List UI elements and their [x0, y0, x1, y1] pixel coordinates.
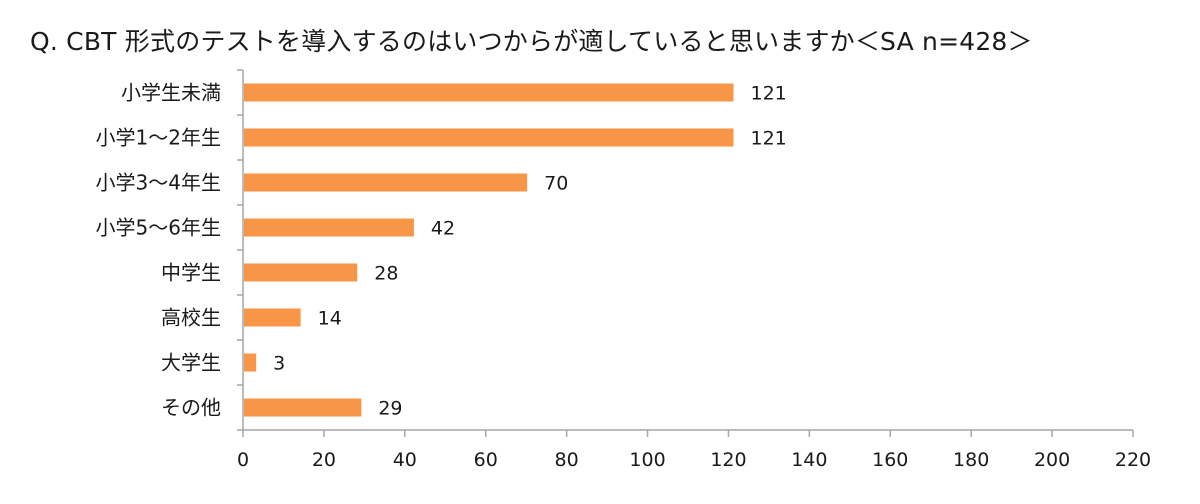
bar	[244, 173, 528, 192]
bar	[244, 308, 301, 327]
chart-title: Q. CBT 形式のテストを導入するのはいつからが適していると思いますか＜SA …	[30, 27, 1033, 56]
category-label: 小学生未満	[121, 81, 221, 105]
value-label: 28	[374, 263, 398, 285]
x-tick-label: 120	[710, 449, 746, 471]
bar	[244, 263, 358, 282]
x-tick-label: 40	[393, 449, 417, 471]
category-label: 小学3～4年生	[96, 171, 221, 195]
bar	[244, 353, 257, 372]
bar	[244, 218, 414, 237]
x-tick-label: 160	[872, 449, 908, 471]
category-label: 中学生	[161, 261, 221, 285]
x-tick-label: 180	[953, 449, 989, 471]
value-label: 42	[431, 218, 455, 240]
value-label: 121	[751, 83, 787, 105]
x-tick-label: 200	[1034, 449, 1070, 471]
x-tick-label: 60	[474, 449, 498, 471]
value-label: 3	[273, 353, 285, 375]
category-label: 小学5～6年生	[96, 216, 221, 240]
x-tick-label: 100	[629, 449, 665, 471]
category-label: 高校生	[161, 306, 221, 330]
value-label: 29	[378, 398, 402, 420]
x-tick-label: 220	[1115, 449, 1151, 471]
x-tick-label: 20	[312, 449, 336, 471]
bar	[244, 398, 362, 417]
bar	[244, 128, 734, 147]
category-label: 大学生	[161, 351, 221, 375]
x-tick-label: 0	[237, 449, 249, 471]
bar	[244, 83, 734, 102]
x-tick-label: 140	[791, 449, 827, 471]
value-label: 70	[544, 173, 568, 195]
value-label: 121	[751, 128, 787, 150]
category-label: その他	[161, 396, 221, 420]
category-label: 小学1～2年生	[96, 126, 221, 150]
x-tick-label: 80	[555, 449, 579, 471]
value-label: 14	[318, 308, 342, 330]
